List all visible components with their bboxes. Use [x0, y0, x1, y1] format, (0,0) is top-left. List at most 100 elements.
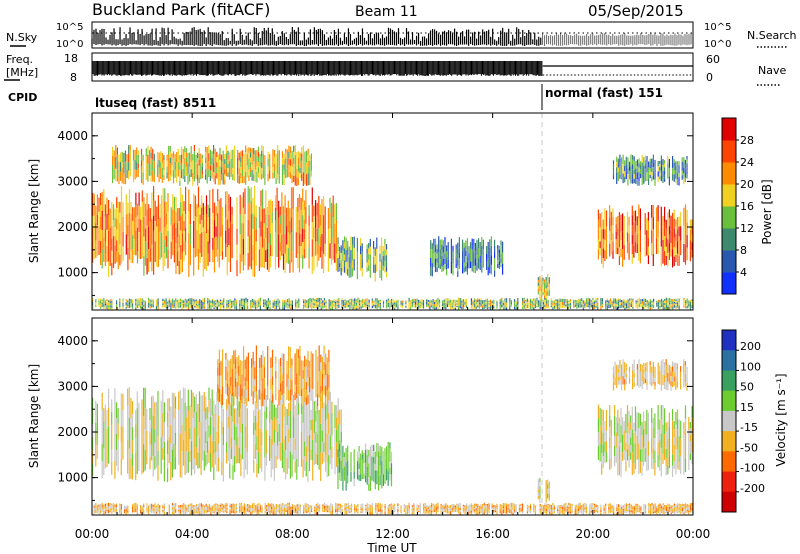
heatmap-cell [343, 254, 346, 261]
heatmap-cell [652, 154, 654, 159]
heatmap-cell [149, 208, 151, 222]
heatmap-cell [148, 204, 150, 227]
heatmap-cell [156, 246, 158, 267]
heatmap-cell [208, 298, 210, 301]
heatmap-cell [208, 412, 210, 426]
heatmap-cell [626, 222, 629, 233]
heatmap-cell [318, 449, 320, 470]
heatmap-cell [632, 307, 634, 309]
heatmap-cell [646, 300, 648, 303]
heatmap-cell [486, 305, 488, 308]
heatmap-cell [132, 149, 135, 161]
heatmap-cell [290, 247, 293, 263]
heatmap-cell [130, 418, 132, 439]
heatmap-cell [185, 171, 187, 176]
heatmap-cell [631, 254, 633, 264]
heatmap-cell [133, 239, 135, 255]
heatmap-cell [433, 245, 435, 253]
heatmap-cell [205, 157, 207, 164]
heatmap-cell [140, 154, 143, 161]
heatmap-cell [550, 298, 552, 300]
heatmap-cell [269, 410, 271, 424]
heatmap-cell [522, 299, 524, 302]
heatmap-cell [237, 436, 239, 450]
heatmap-cell [183, 231, 185, 242]
heatmap-cell [490, 306, 492, 310]
heatmap-cell [538, 305, 540, 308]
heatmap-cell [633, 222, 635, 235]
heatmap-cell [590, 301, 592, 304]
heatmap-cell [162, 401, 164, 414]
heatmap-cell [262, 350, 264, 365]
heatmap-cell [627, 301, 629, 303]
heatmap-cell [153, 186, 155, 201]
heatmap-cell [531, 301, 533, 304]
heatmap-cell [686, 247, 688, 261]
heatmap-cell [324, 243, 326, 257]
heatmap-cell [209, 170, 211, 176]
heatmap-cell [604, 218, 606, 230]
heatmap-cell [478, 248, 480, 259]
heatmap-cell [657, 161, 659, 167]
heatmap-cell [117, 252, 119, 270]
heatmap-cell [605, 303, 607, 307]
heatmap-cell [249, 167, 252, 173]
heatmap-cell [331, 203, 333, 224]
heatmap-cell [418, 299, 420, 303]
heatmap-cell [577, 299, 580, 301]
heatmap-cell [568, 300, 570, 303]
heatmap-cell [308, 417, 311, 436]
heatmap-cell [328, 302, 330, 306]
heatmap-cell [159, 245, 161, 260]
heatmap-cell [239, 194, 241, 215]
heatmap-cell [253, 304, 255, 307]
heatmap-cell [186, 417, 188, 429]
heatmap-cell [374, 273, 376, 282]
heatmap-cell [209, 207, 211, 226]
heatmap-cell [640, 169, 642, 174]
heatmap-cell [558, 302, 560, 304]
heatmap-cell [250, 241, 252, 256]
heatmap-cell [577, 302, 580, 305]
heatmap-cell [328, 305, 330, 309]
heatmap-cell [219, 307, 222, 310]
heatmap-cell [305, 389, 307, 398]
heatmap-cell [688, 301, 690, 303]
heatmap-cell [466, 298, 468, 301]
heatmap-cell [92, 251, 94, 263]
heatmap-cell [269, 448, 271, 461]
heatmap-cell [315, 442, 317, 454]
heatmap-cell [675, 165, 677, 171]
heatmap-cell [171, 298, 174, 301]
heatmap-cell [274, 307, 276, 310]
heatmap-cell [319, 215, 321, 226]
heatmap-cell [187, 410, 189, 432]
heatmap-cell [305, 207, 307, 224]
heatmap-cell [277, 302, 279, 305]
heatmap-cell [217, 359, 219, 368]
heatmap-cell [343, 248, 346, 255]
heatmap-cell [436, 249, 438, 254]
heatmap-cell [278, 424, 280, 442]
heatmap-cell [664, 174, 666, 179]
heatmap-cell [281, 234, 283, 256]
heatmap-cell [172, 170, 175, 177]
heatmap-cell [648, 305, 650, 308]
heatmap-cell [496, 300, 498, 302]
nave-label: Nave [758, 64, 786, 77]
heatmap-cell [333, 302, 335, 305]
heatmap-cell [630, 303, 632, 306]
heatmap-cell [288, 416, 290, 430]
heatmap-cell [382, 305, 385, 308]
heatmap-cell [257, 431, 260, 453]
heatmap-cell [108, 426, 110, 445]
heatmap-cell [215, 216, 217, 227]
noise-series [91, 27, 693, 46]
heatmap-cell [283, 179, 285, 186]
heatmap-cell [103, 300, 105, 303]
heatmap-cell [246, 389, 248, 398]
heatmap-cell [123, 152, 125, 164]
heatmap-cell [673, 302, 675, 304]
heatmap-cell [330, 306, 332, 309]
heatmap-cell [151, 192, 153, 219]
